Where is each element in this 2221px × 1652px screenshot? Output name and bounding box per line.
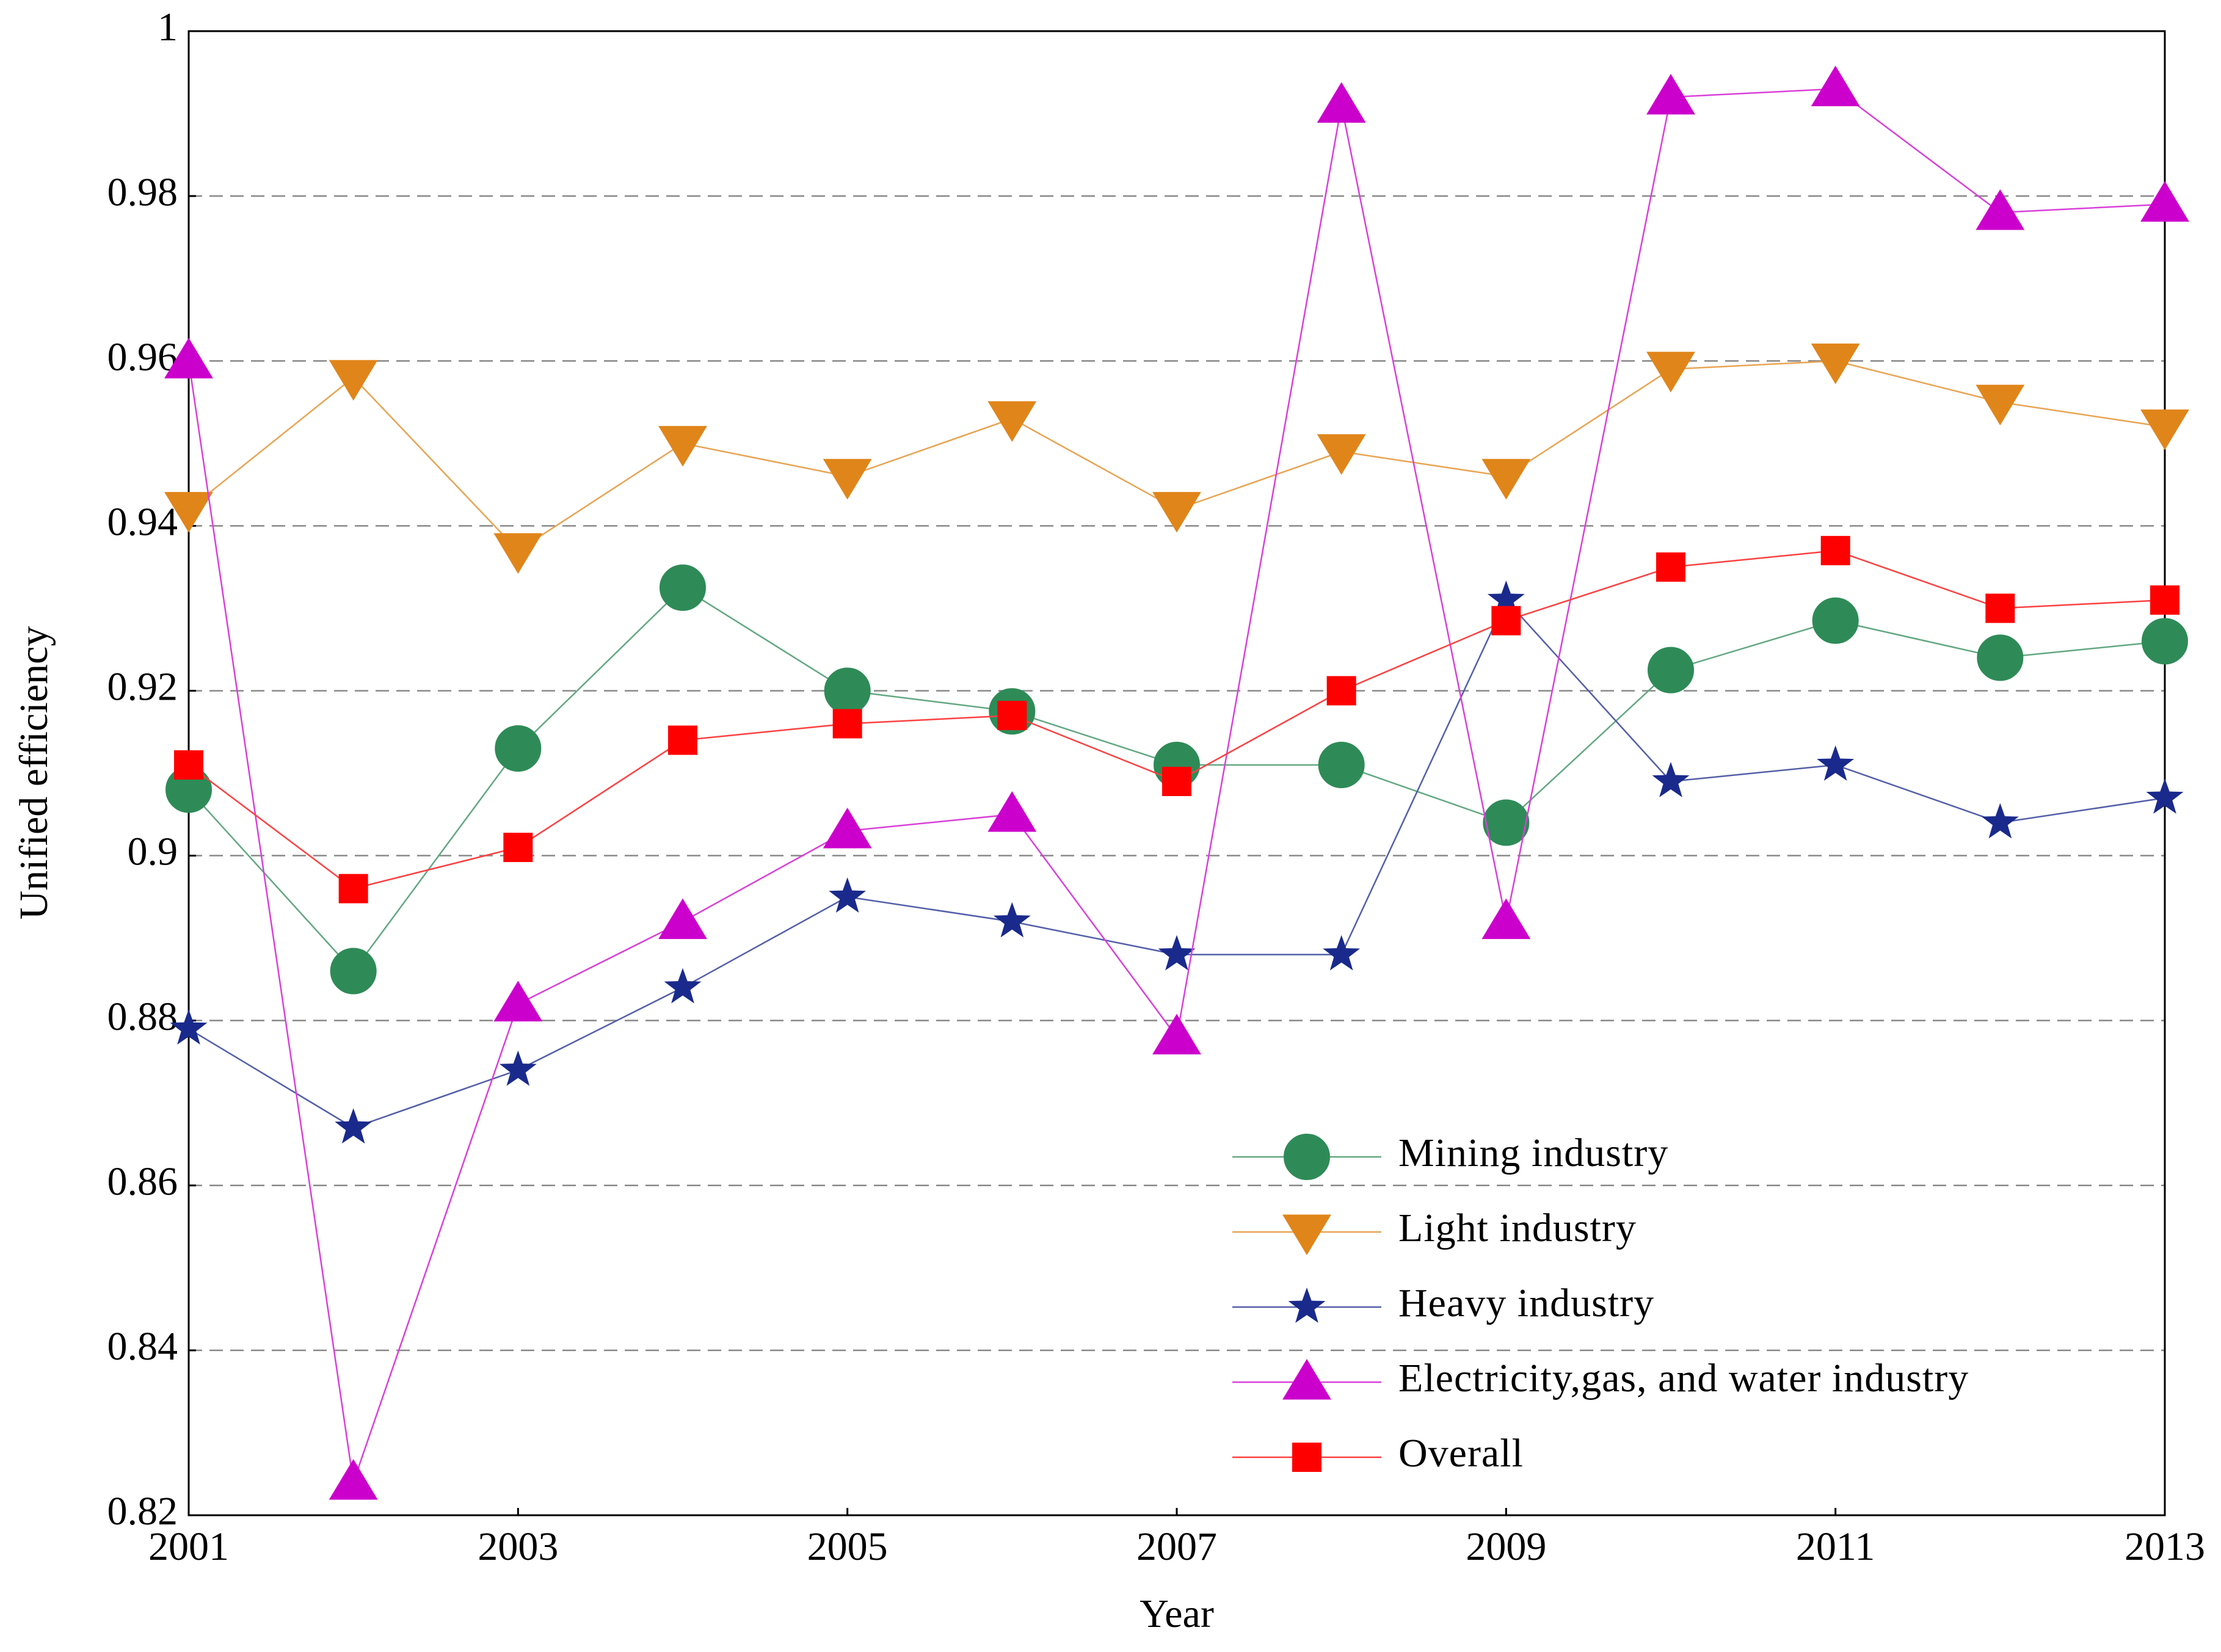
- legend-label: Light industry: [1398, 1206, 1637, 1250]
- marker: [1323, 935, 1361, 971]
- x-tick-label: 2005: [807, 1524, 888, 1569]
- marker: [1317, 82, 1366, 123]
- y-tick-label: 0.92: [107, 665, 178, 709]
- marker: [1812, 597, 1859, 644]
- marker: [1652, 762, 1690, 797]
- marker: [1491, 606, 1521, 636]
- x-tick-label: 2013: [2125, 1524, 2205, 1569]
- marker: [1481, 458, 1531, 500]
- legend-marker: [1282, 1214, 1331, 1255]
- marker: [993, 902, 1031, 938]
- marker: [664, 968, 702, 1004]
- marker: [987, 791, 1037, 832]
- marker: [1976, 189, 2025, 230]
- x-tick-label: 2011: [1796, 1524, 1875, 1569]
- marker: [164, 491, 213, 533]
- marker: [1656, 552, 1685, 582]
- y-tick-label: 0.84: [107, 1324, 178, 1369]
- marker: [503, 833, 533, 863]
- marker: [1152, 491, 1201, 533]
- marker: [338, 874, 368, 904]
- marker: [1981, 803, 2019, 839]
- marker: [1817, 745, 1855, 781]
- marker: [823, 808, 872, 849]
- y-tick-label: 1: [158, 5, 178, 49]
- marker: [493, 980, 543, 1022]
- marker: [1976, 385, 2025, 426]
- y-tick-label: 0.98: [107, 170, 178, 214]
- marker: [1152, 1013, 1201, 1055]
- marker: [658, 426, 707, 467]
- marker: [1820, 535, 1850, 565]
- y-tick-label: 0.9: [128, 830, 178, 874]
- marker: [987, 401, 1037, 442]
- marker: [1326, 676, 1356, 706]
- marker: [2140, 409, 2189, 451]
- y-tick-label: 0.86: [107, 1159, 178, 1204]
- marker: [1811, 343, 1860, 385]
- y-tick-label: 0.96: [107, 335, 178, 379]
- marker: [1158, 935, 1196, 971]
- marker: [2150, 585, 2179, 615]
- y-tick-label: 0.94: [107, 499, 178, 544]
- marker: [164, 338, 213, 379]
- legend-marker: [1284, 1134, 1330, 1180]
- marker: [1646, 74, 1695, 115]
- marker: [330, 947, 377, 994]
- marker: [174, 750, 203, 780]
- marker: [1483, 799, 1530, 846]
- legend-marker: [1292, 1443, 1321, 1472]
- marker: [1648, 647, 1694, 694]
- marker: [329, 360, 378, 401]
- x-tick-label: 2009: [1466, 1524, 1546, 1569]
- marker: [1162, 767, 1191, 797]
- y-axis-label: Unified efficiency: [12, 626, 56, 920]
- marker: [170, 1009, 208, 1045]
- legend-label: Overall: [1398, 1431, 1524, 1476]
- marker: [1811, 65, 1860, 107]
- x-axis-label: Year: [1140, 1592, 1214, 1636]
- marker: [1317, 434, 1366, 475]
- marker: [329, 1458, 378, 1500]
- marker: [1318, 741, 1365, 788]
- legend-label: Mining industry: [1398, 1131, 1668, 1175]
- marker: [493, 533, 543, 574]
- marker: [1977, 634, 2024, 681]
- legend-label: Heavy industry: [1398, 1281, 1654, 1325]
- legend-label: Electricity,gas, and water industry: [1398, 1356, 1969, 1400]
- marker: [495, 725, 542, 772]
- marker: [2140, 181, 2189, 222]
- marker: [668, 725, 697, 755]
- marker: [1646, 352, 1695, 393]
- marker: [2146, 778, 2184, 814]
- x-tick-label: 2003: [478, 1524, 558, 1569]
- marker: [660, 564, 706, 611]
- marker: [499, 1050, 537, 1086]
- marker: [824, 667, 871, 714]
- marker: [335, 1108, 373, 1144]
- y-tick-label: 0.88: [107, 994, 178, 1039]
- marker: [1985, 593, 2015, 623]
- x-tick-label: 2007: [1136, 1524, 1217, 1569]
- marker: [829, 877, 867, 913]
- legend-marker: [1288, 1288, 1326, 1323]
- x-tick-label: 2001: [148, 1524, 229, 1569]
- legend-marker: [1282, 1359, 1331, 1400]
- marker: [997, 700, 1027, 730]
- marker: [2142, 618, 2188, 665]
- marker: [658, 898, 707, 940]
- marker: [832, 709, 862, 739]
- y-tick-label: 0.82: [107, 1489, 178, 1534]
- marker: [1487, 580, 1525, 616]
- marker: [1481, 898, 1531, 940]
- marker: [823, 458, 872, 500]
